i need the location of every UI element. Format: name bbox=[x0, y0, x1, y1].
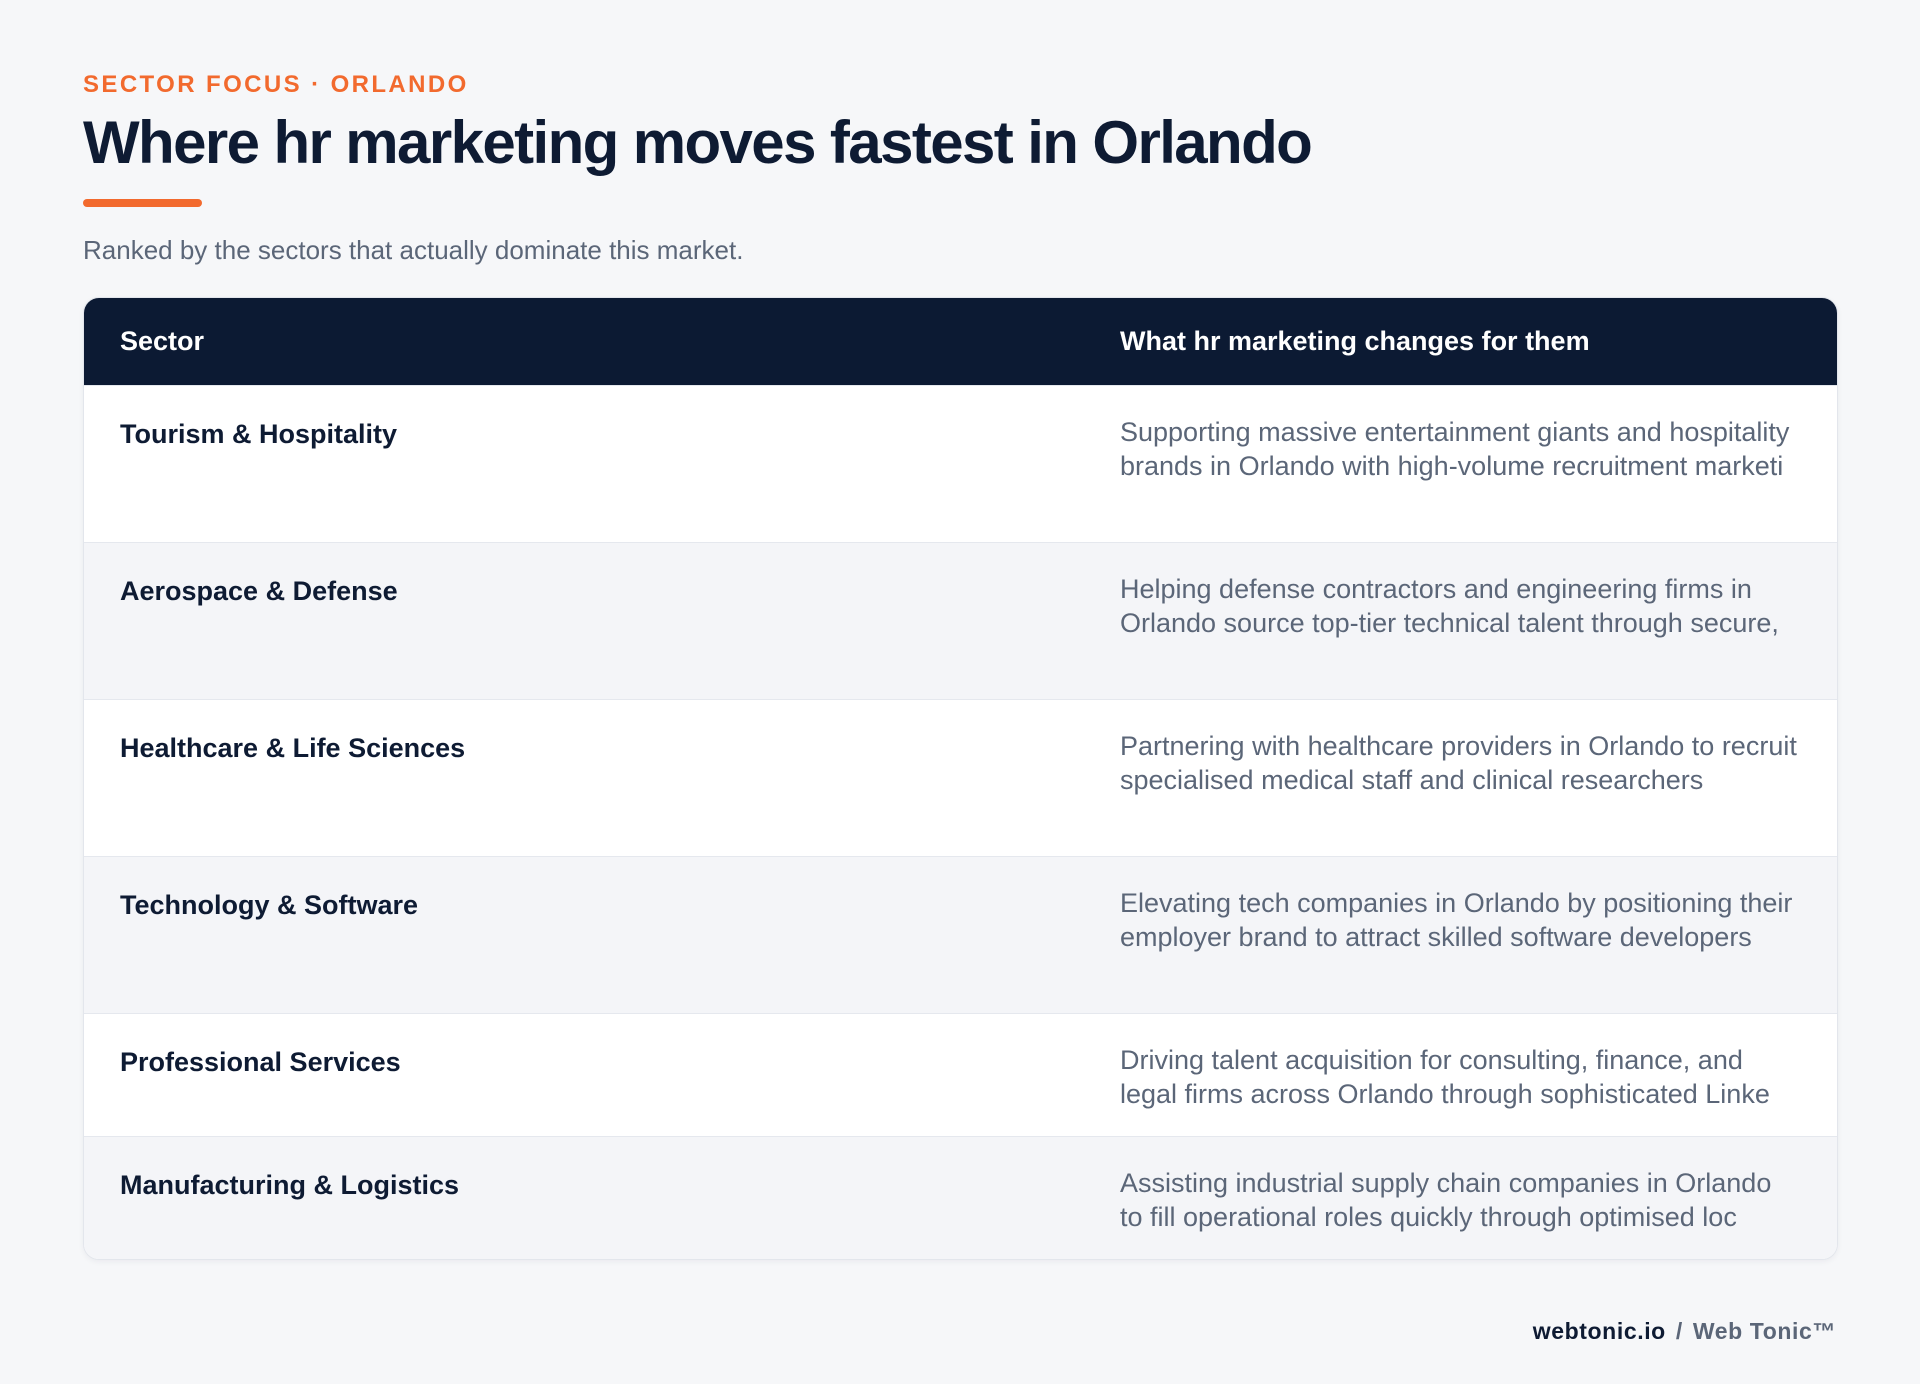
footer-domain: webtonic.io bbox=[1532, 1318, 1666, 1344]
table-row: Tourism & Hospitality Supporting massive… bbox=[84, 385, 1837, 542]
table-row: Manufacturing & Logistics Assisting indu… bbox=[84, 1136, 1837, 1259]
sector-name: Tourism & Hospitality bbox=[120, 419, 398, 449]
sector-name: Healthcare & Life Sciences bbox=[120, 733, 466, 763]
column-header-sector: Sector bbox=[120, 326, 205, 356]
sector-description: Helping defense contractors and engineer… bbox=[1120, 574, 1779, 638]
table-row: Technology & Software Elevating tech com… bbox=[84, 856, 1837, 1013]
footer-brand: Web Tonic™ bbox=[1692, 1318, 1836, 1344]
sector-description: Elevating tech companies in Orlando by p… bbox=[1120, 888, 1793, 952]
sector-name: Aerospace & Defense bbox=[120, 576, 398, 606]
footer-separator: / bbox=[1675, 1318, 1683, 1344]
sector-description: Supporting massive entertainment giants … bbox=[1120, 417, 1790, 481]
column-header-changes: What hr marketing changes for them bbox=[1120, 326, 1590, 356]
table-row: Professional Services Driving talent acq… bbox=[84, 1013, 1837, 1136]
sector-description: Partnering with healthcare providers in … bbox=[1120, 731, 1797, 795]
sector-description: Assisting industrial supply chain compan… bbox=[1120, 1168, 1772, 1232]
table-row: Healthcare & Life Sciences Partnering wi… bbox=[84, 699, 1837, 856]
table-row: Aerospace & Defense Helping defense cont… bbox=[84, 542, 1837, 699]
sector-name: Manufacturing & Logistics bbox=[120, 1170, 460, 1200]
sector-description: Driving talent acquisition for consultin… bbox=[1120, 1045, 1770, 1109]
sector-name: Technology & Software bbox=[120, 890, 419, 920]
eyebrow-label: SECTOR FOCUS · ORLANDO bbox=[83, 71, 469, 98]
footer-credit: webtonic.io / Web Tonic™ bbox=[1533, 1318, 1836, 1345]
page-subtitle: Ranked by the sectors that actually domi… bbox=[83, 235, 744, 265]
title-accent-bar bbox=[83, 199, 202, 207]
table-header: Sector What hr marketing changes for the… bbox=[84, 298, 1837, 385]
sector-name: Professional Services bbox=[120, 1047, 401, 1077]
sector-table: Sector What hr marketing changes for the… bbox=[83, 297, 1838, 1260]
page-title: Where hr marketing moves fastest in Orla… bbox=[83, 109, 1313, 176]
